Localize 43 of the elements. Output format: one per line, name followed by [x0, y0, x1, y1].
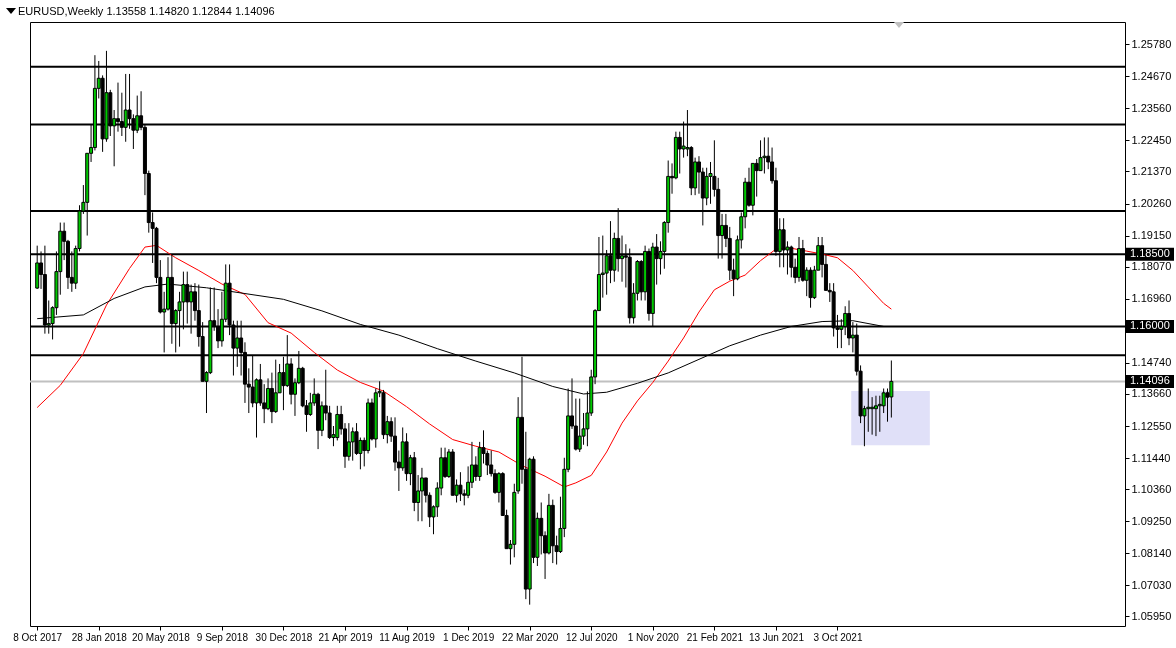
y-tick-label: 1.13660: [1131, 387, 1172, 400]
y-tick-label: 1.19150: [1131, 229, 1172, 242]
x-tick-label: 22 Mar 2020: [502, 631, 559, 643]
x-tick-label: 1 Nov 2020: [627, 631, 680, 643]
y-tick-label: 1.20260: [1131, 197, 1172, 210]
x-tick-label: 9 Sep 2018: [196, 631, 249, 643]
candlestick: [273, 359, 278, 414]
candlestick: [419, 467, 424, 522]
y-tick-label: 1.21370: [1131, 164, 1172, 177]
candlestick: [873, 395, 878, 437]
x-tick-label: 30 Dec 2018: [255, 631, 313, 643]
x-tick-label: 21 Feb 2021: [686, 631, 744, 643]
candlestick: [577, 398, 582, 453]
x-tick-label: 8 Oct 2017: [13, 631, 63, 643]
y-tick-label: 1.09250: [1131, 514, 1172, 527]
x-tick-label: 3 Oct 2021: [813, 631, 863, 643]
y-tick-label: 1.11440: [1131, 451, 1171, 464]
ref-line-label: 1.18500: [1130, 247, 1170, 260]
y-tick-label: 1.08140: [1131, 546, 1172, 559]
y-tick-label: 1.22450: [1131, 133, 1172, 146]
candlestick: [458, 471, 463, 502]
x-tick-label: 13 Jun 2021: [748, 631, 805, 643]
ref-line-label: 1.14096: [1130, 374, 1170, 387]
y-tick-label: 1.05950: [1131, 609, 1172, 622]
ref-line-label: 1.16000: [1130, 319, 1170, 332]
y-tick-label: 1.12550: [1131, 419, 1172, 432]
y-tick-label: 1.16960: [1131, 292, 1172, 305]
y-tick-label: 1.14740: [1131, 356, 1172, 369]
y-tick-label: 1.18070: [1131, 260, 1172, 273]
x-tick-label: 28 Jan 2018: [71, 631, 128, 643]
x-tick-label: 20 May 2018: [131, 631, 191, 643]
y-tick-label: 1.10360: [1131, 482, 1172, 495]
y-tick-label: 1.23560: [1131, 101, 1172, 114]
y-tick-label: 1.25780: [1131, 37, 1172, 50]
x-tick-label: 12 Jul 2020: [565, 631, 619, 643]
candlestick: [889, 360, 894, 419]
chart-title: EURUSD,Weekly 1.13558 1.14820 1.12844 1.14096: [18, 5, 275, 17]
x-tick-label: 11 Aug 2019: [379, 631, 436, 643]
y-tick-label: 1.24670: [1131, 69, 1172, 82]
y-tick-label: 1.07030: [1131, 578, 1172, 591]
x-tick-label: 21 Apr 2019: [318, 631, 373, 643]
x-tick-label: 1 Dec 2019: [443, 631, 495, 643]
candlestick: [346, 422, 351, 462]
